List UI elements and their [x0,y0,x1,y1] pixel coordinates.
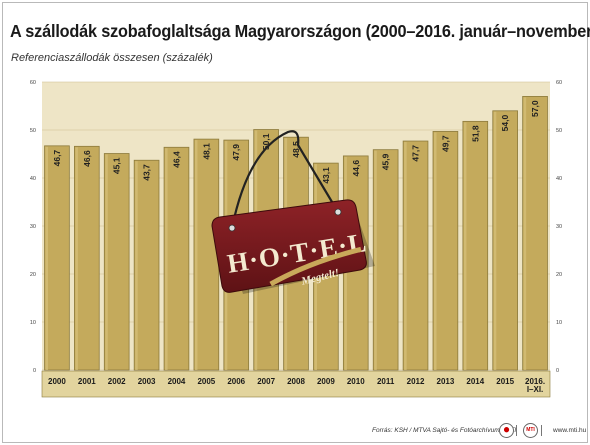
bar [44,145,70,371]
y-tick-label: 50 [30,128,36,134]
x-tick-label: 2015 [496,377,514,386]
bars [44,96,548,371]
y-tick-label: 50 [556,128,562,134]
footer-separator [541,425,542,436]
bar-highlight [194,140,198,370]
bar-highlight [105,154,108,370]
bar-value-label: 48,1 [201,143,211,160]
hotel-sign [211,199,367,293]
x-tick-label: 2006 [227,377,245,386]
sign-nail-right [334,208,342,216]
y-axis-left: 0 10 20 30 40 50 60 [30,80,36,374]
y-tick-label: 60 [556,80,562,86]
bar [372,149,399,371]
x-tick-label: 2010 [347,377,365,386]
x-tick-label: 2002 [108,377,126,386]
bar-value-label: 51,8 [470,125,480,142]
x-tick-label: 2001 [78,377,96,386]
chart-title: A szállodák szobafoglaltsága Magyarorszá… [10,21,590,41]
bar-highlight [523,97,527,371]
bar-value-label: 54,0 [500,115,510,132]
bar [163,146,190,371]
bar-value-label: 48,5 [291,141,301,158]
bar [74,145,100,371]
x-tick-label: 2007 [257,377,275,386]
y-tick-label: 40 [30,176,36,182]
y-tick-label: 30 [30,224,36,230]
sign-nail-left [228,224,236,232]
sign-swoosh [269,246,362,287]
source-note: Forrás: KSH / MTVA Sajtó- és Fotóarchívu… [372,427,517,434]
x-tick-label: 2014 [466,377,484,386]
bar-highlight [493,111,497,371]
bar [492,110,518,371]
x-tick-label: 2009 [317,377,335,386]
bar-value-label: 46,4 [171,151,181,168]
bar-highlight [135,161,138,370]
chart-subtitle: Referenciaszállodák összesen (százalék) [11,52,213,64]
site-url: www.mti.hu [553,427,587,434]
bar-value-label: 49,7 [440,135,450,152]
bar-highlight [75,147,78,370]
x-tick-label: 2008 [287,377,305,386]
bar-value-label: 43,1 [321,167,331,184]
mti-logo-icon: MTI [523,423,538,438]
bar-highlight [463,122,467,370]
y-tick-label: 20 [556,272,562,278]
bar [432,131,459,371]
bar [193,138,220,371]
y-axis-right: 0 10 20 30 40 50 60 [556,80,562,374]
bar-highlight [434,132,437,370]
bar-highlight [404,142,407,370]
bar-value-label: 45,9 [381,153,391,170]
bar-highlight [374,150,377,370]
footer-separator [516,425,517,436]
bar-value-label: 47,9 [231,144,241,161]
bar-value-label: 57,0 [530,100,540,117]
bar-highlight [165,148,168,370]
y-tick-label: 30 [556,224,562,230]
x-tick-label: 2016. [525,377,545,386]
y-tick-label: 20 [30,272,36,278]
bar [462,120,489,371]
y-tick-label: 10 [556,320,562,326]
bar-highlight [45,146,49,370]
y-tick-label: 60 [30,80,36,86]
x-axis-labels: 2000 2001 2002 2003 2004 2005 2006 2007 2008 2009… [48,377,545,394]
x-tick-label: 2005 [197,377,215,386]
bar-value-label: 50,1 [261,133,271,150]
bar [133,159,160,371]
x-tick-label: I–XI. [527,385,543,394]
y-tick-label: 0 [556,368,559,374]
bar-value-label: 44,6 [351,160,361,177]
bar-value-label: 45,1 [112,157,122,174]
hotel-sign-illustration: H·O·T·E·L Megtelt! [211,130,375,294]
mtva-logo-icon: ⬤ [499,423,514,438]
y-tick-label: 10 [30,320,36,326]
value-labels: 46,7 46,6 45,1 43,7 46,4 48,1 47,9 50,1 48,5 43,1… [52,100,540,184]
x-axis-band [41,370,551,398]
bar-value-label: 46,6 [82,150,92,167]
x-tick-label: 2000 [48,377,66,386]
x-tick-label: 2012 [407,377,425,386]
bar [402,140,429,371]
bar [103,153,130,371]
sign-string [230,130,339,229]
bar-value-label: 47,7 [411,145,421,162]
bar [522,96,548,371]
x-tick-label: 2003 [138,377,156,386]
x-tick-label: 2013 [437,377,455,386]
bar-value-label: 46,7 [52,150,62,167]
y-tick-label: 40 [556,176,562,182]
x-tick-label: 2004 [168,377,186,386]
bar-value-label: 43,7 [142,164,152,181]
y-tick-label: 0 [33,368,36,374]
x-tick-label: 2011 [377,377,395,386]
